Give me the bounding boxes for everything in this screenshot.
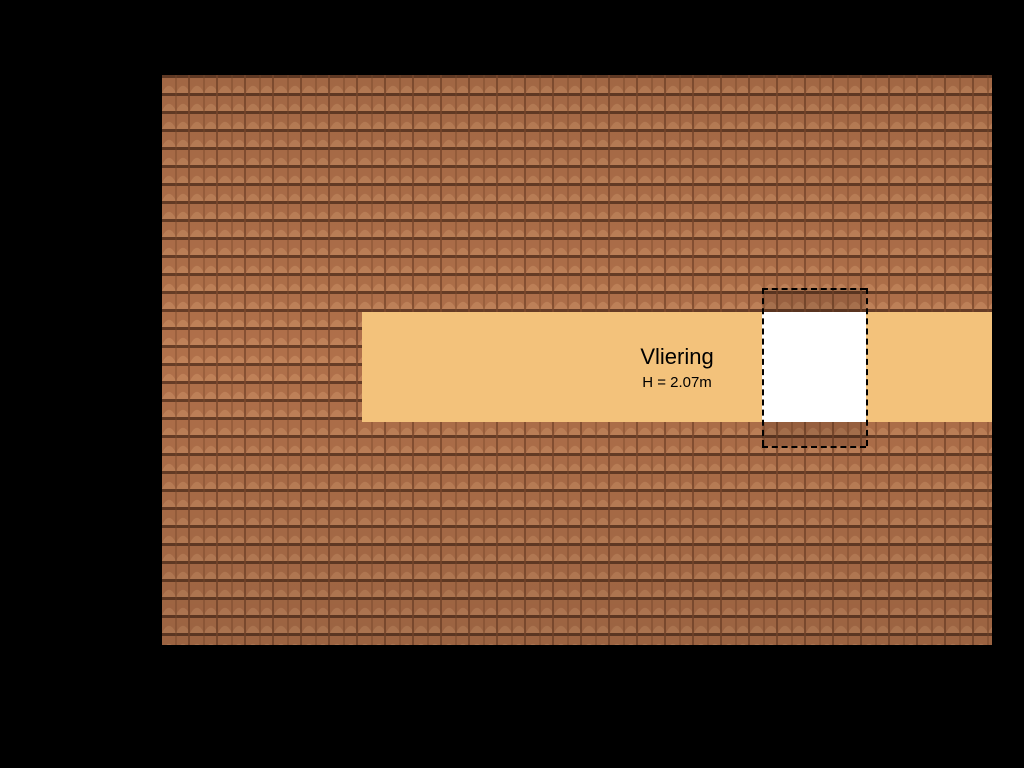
room-band-right <box>866 312 992 422</box>
dimension-horizontal-tick-left <box>162 720 164 734</box>
opening-cutout <box>762 312 866 422</box>
roof-area: Vliering H = 2.07m <box>162 75 992 645</box>
opening-dash-left <box>762 288 764 446</box>
dimension-vertical-tick-bottom <box>58 643 72 645</box>
dimension-horizontal-tick-right <box>990 720 992 734</box>
opening-overhang-bottom <box>762 422 866 446</box>
floorplan-canvas: Vliering H = 2.07m 3.76 m 5.65 m <box>0 0 1024 768</box>
opening-dash-right <box>866 288 868 446</box>
opening-dash-top <box>762 288 866 290</box>
dimension-horizontal-label: 5.65 m <box>542 728 604 751</box>
dimension-vertical-label: 3.76 m <box>50 332 73 394</box>
opening-overhang-top <box>762 288 866 312</box>
opening-dash-bottom <box>762 446 866 448</box>
dimension-vertical-tick-top <box>58 75 72 77</box>
